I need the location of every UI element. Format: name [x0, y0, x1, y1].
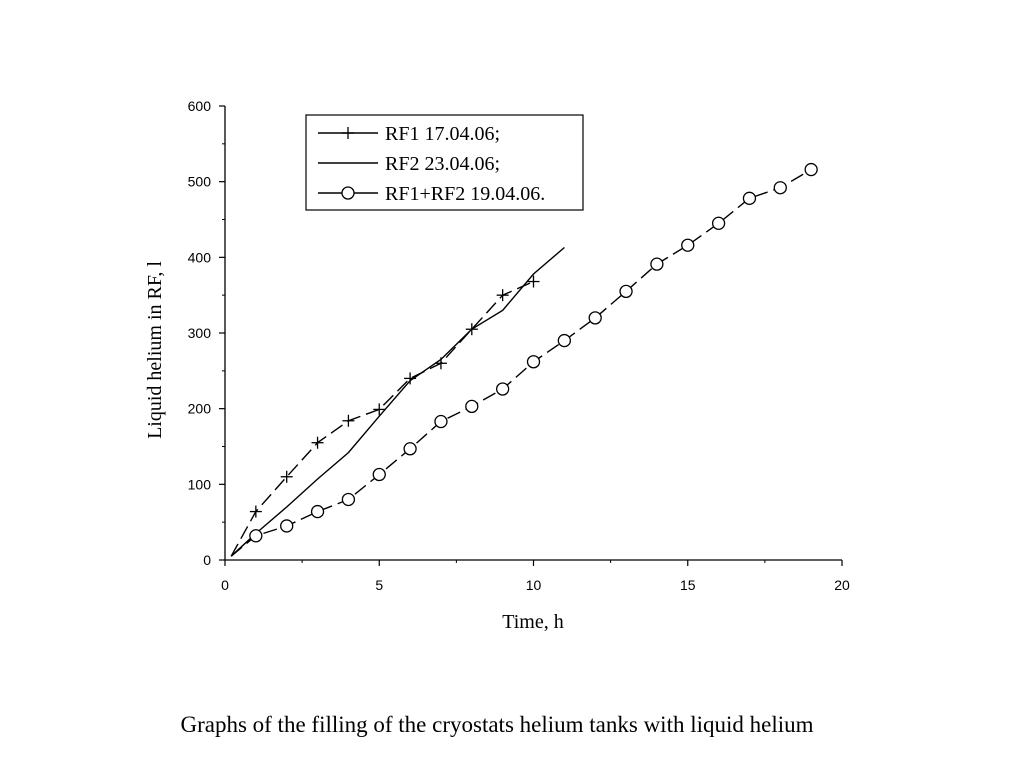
- series-3: [230, 162, 818, 557]
- circle-marker: [557, 333, 571, 348]
- circle-marker: [310, 504, 325, 519]
- circle-marker: [773, 181, 787, 195]
- circle-marker: [495, 382, 510, 396]
- slide-caption: Graphs of the filling of the cryostats h…: [180, 712, 814, 737]
- circle-marker: [619, 284, 633, 299]
- y-tick-label: 500: [188, 174, 212, 190]
- circle-marker: [341, 492, 356, 507]
- y-tick-label: 200: [188, 401, 212, 417]
- legend-entry-1: RF1 17.04.06;: [318, 123, 500, 145]
- y-tick-label: 300: [188, 325, 212, 341]
- plus-marker: [280, 470, 293, 483]
- series-3-line: [230, 168, 812, 557]
- series-layer: [230, 162, 818, 557]
- y-tick-label: 400: [188, 249, 212, 265]
- circle-marker: [742, 191, 757, 205]
- circle-marker: [588, 311, 602, 325]
- x-tick-label: 20: [834, 577, 850, 593]
- plus-marker: [373, 403, 386, 416]
- plus-marker: [496, 289, 509, 302]
- circle-marker: [249, 529, 263, 543]
- x-tick-label: 0: [221, 577, 229, 593]
- circle-marker: [650, 257, 664, 271]
- circle-marker: [434, 414, 448, 429]
- x-tick-label: 15: [680, 577, 696, 593]
- circle-marker: [372, 467, 386, 482]
- circle-marker: [681, 238, 695, 252]
- y-tick-label: 0: [203, 552, 211, 568]
- x-axis-title: Time, h: [502, 611, 564, 633]
- legend-label: RF1+RF2 19.04.06.: [385, 183, 545, 205]
- plus-marker: [342, 414, 355, 427]
- plus-marker: [249, 505, 262, 518]
- plus-marker: [527, 275, 540, 288]
- y-tick-label: 600: [188, 98, 212, 114]
- x-tick-label: 5: [375, 577, 383, 593]
- circle-marker: [465, 399, 479, 414]
- circle-marker: [526, 355, 541, 369]
- plus-icon: [342, 127, 354, 139]
- circle-marker: [403, 442, 417, 456]
- circle-marker: [804, 162, 818, 177]
- y-axis-title: Liquid helium in RF, l: [144, 261, 166, 439]
- series-2: [230, 246, 565, 557]
- y-tick-label: 100: [188, 476, 212, 492]
- legend-label: RF2 23.04.06;: [385, 153, 500, 175]
- legend-entry-3: RF1+RF2 19.04.06.: [318, 183, 545, 205]
- circle-marker: [711, 216, 726, 230]
- legend: RF1 17.04.06; RF2 23.04.06; RF1+RF2 19.04.…: [305, 114, 584, 211]
- series-1-line: [230, 280, 534, 557]
- circle-marker: [280, 519, 294, 533]
- series-2-line: [230, 246, 565, 557]
- legend-label: RF1 17.04.06;: [385, 123, 500, 145]
- x-tick-label: 10: [526, 577, 542, 593]
- circle-icon: [341, 186, 355, 200]
- legend-entry-2: RF2 23.04.06;: [318, 153, 500, 175]
- plus-marker: [311, 436, 324, 449]
